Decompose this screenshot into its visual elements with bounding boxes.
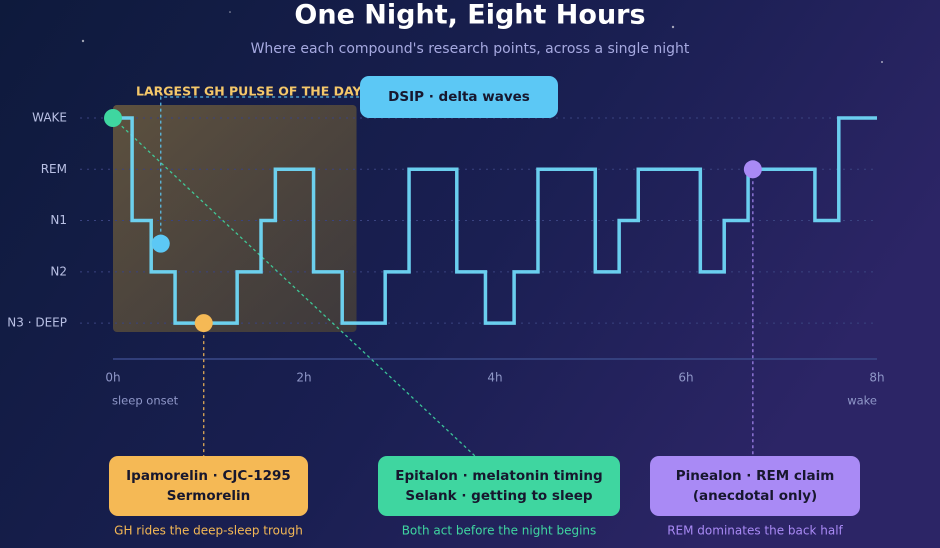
callout-text: Selank · getting to sleep [405,488,592,504]
callout-caption: GH rides the deep-sleep trough [114,524,303,538]
x-tick-label: 6h [678,371,693,385]
x-tick-label: 0h [105,371,120,385]
x-tick-label: 2h [296,371,311,385]
highlight-label: LARGEST GH PULSE OF THE DAY [136,84,362,99]
highlight-band [113,105,357,332]
callout-box [360,76,558,118]
marker [151,234,170,253]
callout-text: DSIP · delta waves [388,89,530,105]
marker [104,109,122,127]
callout-caption: Both act before the night begins [402,524,597,538]
callout-box [650,456,860,516]
connector [112,117,476,457]
chart-title: One Night, Eight Hours [294,0,645,31]
y-tick-label: WAKE [32,111,67,125]
callout-text: Ipamorelin · CJC-1295 [126,468,291,484]
y-tick-label: REM [41,162,67,176]
callout-box [378,456,620,516]
connector [160,96,360,244]
marker [194,314,213,333]
y-tick-label: N2 [50,264,67,278]
callout-text: Sermorelin [167,488,251,504]
y-tick-label: N1 [50,213,67,227]
callout-text: Pinealon · REM claim [676,468,835,484]
chart-subtitle: Where each compound's research points, a… [251,41,690,57]
marker [743,160,762,179]
callout-box [109,456,308,516]
hypnogram-line [113,116,877,325]
x-tick-label: 4h [487,371,502,385]
x-tick-label: 8h [869,371,884,385]
x-annotation: wake [847,394,877,408]
callout-caption: REM dominates the back half [667,524,843,538]
y-tick-label: N3 · DEEP [7,316,67,330]
callout-text: (anecdotal only) [693,488,817,504]
stars [81,11,883,63]
x-annotation: sleep onset [112,394,179,408]
callout-text: Epitalon · melatonin timing [395,468,602,484]
